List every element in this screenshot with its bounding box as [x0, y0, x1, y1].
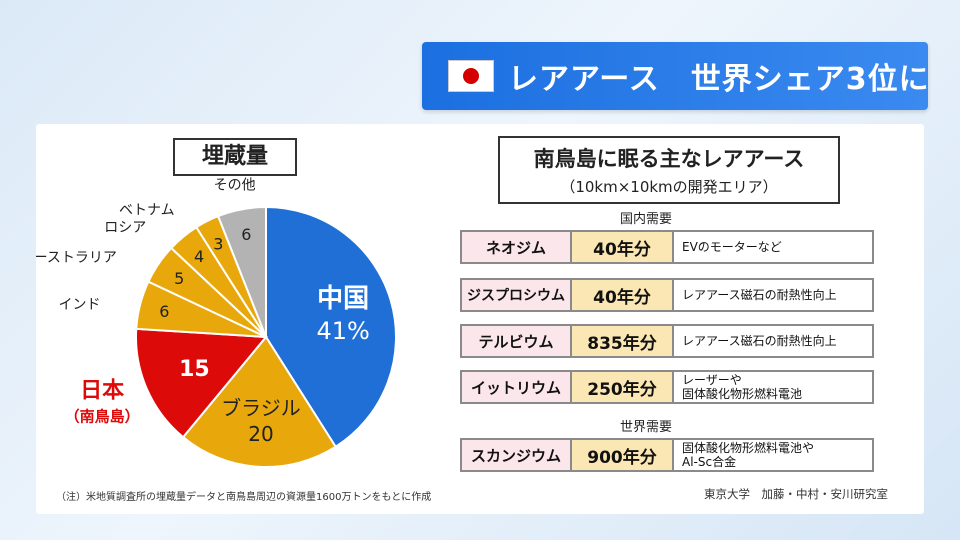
- slice-value: 15: [179, 357, 210, 382]
- source-credit: 東京大学 加藤・中村・安川研究室: [704, 487, 888, 501]
- domestic-demand-label: 国内需要: [620, 212, 673, 227]
- slice-value: 20: [248, 422, 273, 446]
- pie-slice-1: [181, 335, 338, 468]
- slice-value: 41%: [316, 317, 369, 345]
- element-name: イットリウム: [462, 372, 572, 402]
- slice-value: 3: [213, 234, 223, 253]
- pie-title: 埋蔵量: [173, 138, 297, 176]
- use-text: レーザーや 固体酸化物形燃料電池: [682, 373, 803, 401]
- pie-slice-7: [216, 205, 267, 338]
- slice-label: その他: [214, 178, 256, 194]
- table-row: イットリウム 250年分 レーザーや 固体酸化物形燃料電池: [460, 370, 874, 404]
- use-text: レアアース磁石の耐熱性向上: [682, 334, 837, 348]
- rare-earth-title: 南鳥島に眠る主なレアアース: [533, 147, 805, 171]
- slice-label: オーストラリア: [36, 250, 117, 266]
- rare-earth-subtitle: （10km×10kmの開発エリア）: [560, 178, 778, 196]
- slice-label: 日本: [80, 378, 124, 403]
- element-name: ジスプロシウム: [462, 280, 572, 310]
- slice-value: 6: [241, 225, 251, 244]
- table-row: スカンジウム 900年分 固体酸化物形燃料電池や Al-Sc合金: [460, 438, 874, 472]
- banner-title: レアアース 世界シェア3位に: [508, 62, 930, 97]
- slice-sublabel: （南鳥島）: [65, 407, 140, 425]
- element-name: テルビウム: [462, 326, 572, 356]
- table-row: ジスプロシウム 40年分 レアアース磁石の耐熱性向上: [460, 278, 874, 312]
- slice-value: 4: [194, 247, 204, 266]
- table-row: テルビウム 835年分 レアアース磁石の耐熱性向上: [460, 324, 874, 358]
- years-value: 40年分: [572, 232, 674, 262]
- rare-earth-title-box: 南鳥島に眠る主なレアアース （10km×10kmの開発エリア）: [498, 136, 840, 204]
- years-value: 40年分: [572, 280, 674, 310]
- slice-value: 5: [174, 269, 184, 288]
- slice-value: 6: [159, 302, 169, 321]
- footnote: （注）米地質調査所の埋蔵量データと南鳥島周辺の資源量1600万トンをもとに作成: [56, 492, 432, 503]
- slice-label: ベトナム: [119, 203, 175, 219]
- years-value: 250年分: [572, 372, 674, 402]
- world-demand-label: 世界需要: [620, 420, 673, 435]
- element-name: ネオジム: [462, 232, 572, 262]
- japan-flag-icon: [448, 60, 494, 92]
- table-row: ネオジム 40年分 EVのモーターなど: [460, 230, 874, 264]
- use-text: レアアース磁石の耐熱性向上: [682, 288, 837, 302]
- slice-label: ロシア: [104, 220, 146, 236]
- slice-label: 中国: [317, 284, 369, 314]
- slice-label: ブラジル: [221, 396, 301, 420]
- slice-label: インド: [59, 297, 101, 313]
- years-value: 835年分: [572, 326, 674, 356]
- title-banner: レアアース 世界シェア3位に: [422, 42, 930, 110]
- pie-slice-2: [135, 327, 269, 439]
- element-name: スカンジウム: [462, 440, 572, 470]
- use-text: EVのモーターなど: [682, 240, 782, 254]
- years-value: 900年分: [572, 440, 674, 470]
- use-text: 固体酸化物形燃料電池や Al-Sc合金: [682, 441, 815, 469]
